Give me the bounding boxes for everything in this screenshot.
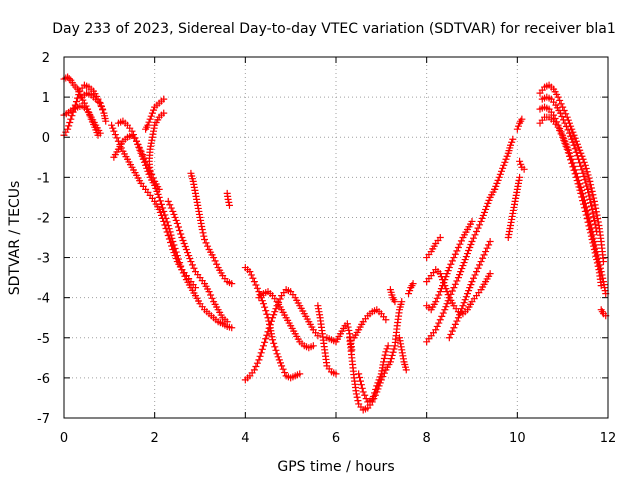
x-tick-label: 4 — [241, 431, 249, 446]
plus-markers — [187, 169, 236, 288]
x-tick-label: 10 — [509, 431, 526, 446]
plus-markers — [405, 280, 417, 298]
series-arc21 — [386, 286, 399, 306]
plus-markers — [142, 95, 168, 133]
series-arc30 — [504, 173, 524, 241]
data-points — [60, 73, 610, 414]
plus-markers — [536, 113, 605, 290]
x-tick-label: 0 — [60, 431, 68, 446]
plus-markers — [355, 342, 392, 406]
plus-markers — [491, 135, 517, 193]
plus-markers — [164, 197, 231, 326]
series-arc20 — [350, 306, 390, 342]
series-arc36 — [538, 93, 601, 235]
series-arc35 — [536, 113, 605, 290]
plus-markers — [314, 302, 340, 378]
plus-markers — [423, 185, 499, 346]
series-arc7 — [114, 117, 236, 332]
plus-markers — [78, 89, 110, 125]
series-arc16 — [314, 302, 340, 378]
plus-markers — [516, 157, 528, 173]
x-axis-label: GPS time / hours — [277, 459, 394, 475]
series-arc14 — [241, 264, 304, 382]
plus-markers — [423, 234, 444, 262]
plus-markers — [386, 286, 399, 306]
y-tick-label: -5 — [37, 332, 50, 347]
plus-markers — [114, 117, 236, 332]
x-tick-label: 12 — [600, 431, 617, 446]
x-tick-label: 8 — [423, 431, 431, 446]
y-tick-label: -7 — [37, 412, 50, 427]
plus-markers — [513, 115, 526, 133]
plus-markers — [255, 288, 317, 352]
y-tick-label: -6 — [37, 372, 50, 387]
plus-markers — [445, 238, 494, 342]
plus-markers — [504, 173, 524, 241]
y-tick-label: -4 — [37, 292, 50, 307]
y-tick-label: 0 — [42, 131, 50, 146]
series-arc9 — [145, 109, 168, 177]
y-axis-label: SDTVAR / TECUs — [7, 181, 23, 296]
series-arc13 — [241, 286, 322, 384]
series-arc12 — [223, 189, 233, 209]
series-arc37 — [597, 306, 610, 320]
series-arc4 — [78, 89, 110, 125]
plus-markers — [538, 93, 601, 235]
series-arc24 — [423, 185, 499, 346]
grid — [64, 57, 608, 418]
series-arc23 — [405, 280, 417, 298]
series-arc15 — [255, 288, 317, 352]
plus-markers — [223, 189, 233, 209]
series-arc32 — [516, 157, 528, 173]
x-tick-label: 2 — [151, 431, 159, 446]
plus-markers — [241, 286, 322, 384]
plus-markers — [145, 109, 168, 177]
y-tick-label: -3 — [37, 252, 50, 267]
y-tick-label: 1 — [42, 91, 50, 106]
plus-markers — [241, 264, 304, 382]
series-arc19 — [355, 342, 392, 406]
plus-markers — [350, 306, 390, 342]
series-arc10 — [164, 197, 231, 326]
series-arc27 — [423, 234, 444, 262]
series-arc31 — [513, 115, 526, 133]
x-tick-label: 6 — [332, 431, 340, 446]
plus-markers — [536, 81, 607, 266]
chart-title: Day 233 of 2023, Sidereal Day-to-day VTE… — [52, 21, 615, 37]
series-arc22 — [395, 334, 410, 374]
plot-frame — [63, 56, 609, 419]
series-arc29 — [491, 135, 517, 193]
y-tick-label: -2 — [37, 211, 50, 226]
plus-markers — [597, 306, 610, 320]
plus-markers — [395, 334, 410, 374]
y-tick-label: -1 — [37, 171, 50, 186]
series-arc11 — [187, 169, 236, 288]
series-arc8 — [142, 95, 168, 133]
y-tick-label: 2 — [42, 51, 50, 66]
series-arc28 — [445, 238, 494, 342]
series-arc33 — [536, 81, 607, 266]
